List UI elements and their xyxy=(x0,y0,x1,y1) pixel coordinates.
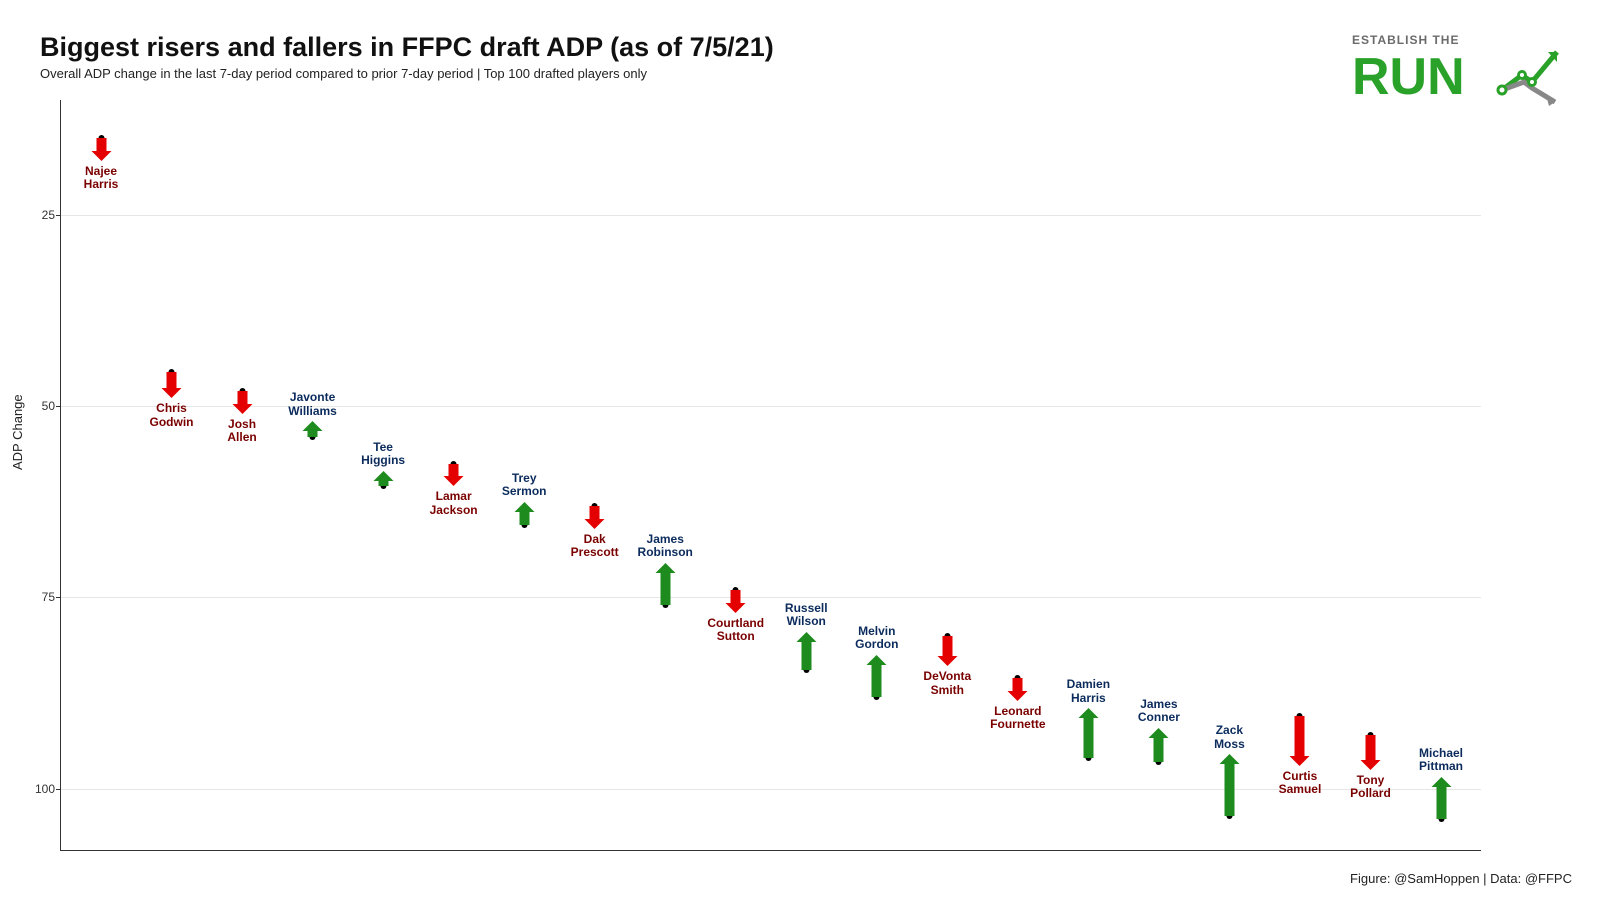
player-marker: Curtis Samuel xyxy=(1267,100,1332,850)
faller-arrow-body xyxy=(96,138,106,151)
logo-top-text: ESTABLISH THE xyxy=(1352,33,1459,47)
player-label: Tee Higgins xyxy=(343,441,423,467)
faller-arrow-body xyxy=(167,372,177,389)
player-label: Javonte Williams xyxy=(273,391,353,417)
logo-arrow-icon xyxy=(1498,52,1557,106)
player-marker: Chris Godwin xyxy=(139,100,204,850)
player-label: Melvin Gordon xyxy=(837,625,917,651)
player-label: DeVonta Smith xyxy=(907,670,987,696)
player-marker: Tee Higgins xyxy=(351,100,416,850)
player-marker: Zack Moss xyxy=(1197,100,1262,850)
chart-container: Biggest risers and fallers in FFPC draft… xyxy=(0,0,1600,900)
riser-arrow-head xyxy=(867,655,887,665)
player-marker: Michael Pittman xyxy=(1409,100,1474,850)
riser-arrow-head xyxy=(1149,728,1169,738)
etr-logo: ESTABLISH THE RUN xyxy=(1352,30,1562,110)
player-marker: Lamar Jackson xyxy=(421,100,486,850)
riser-arrow-body xyxy=(1154,738,1164,762)
player-label: Najee Harris xyxy=(61,165,141,191)
chart-title: Biggest risers and fallers in FFPC draft… xyxy=(40,32,774,63)
faller-arrow-body xyxy=(731,590,741,603)
riser-arrow-head xyxy=(1219,754,1239,764)
player-marker: Leonard Fournette xyxy=(985,100,1050,850)
player-label: Dak Prescott xyxy=(555,533,635,559)
faller-arrow-head xyxy=(1008,691,1028,701)
riser-arrow-head xyxy=(1078,708,1098,718)
player-marker: James Robinson xyxy=(633,100,698,850)
faller-arrow-body xyxy=(590,506,600,519)
player-label: Courtland Sutton xyxy=(696,617,776,643)
player-label: James Robinson xyxy=(625,533,705,559)
riser-arrow-body xyxy=(308,431,318,436)
faller-arrow-head xyxy=(937,656,957,666)
player-label: Trey Sermon xyxy=(484,472,564,498)
y-tick-label: 100 xyxy=(35,782,61,796)
y-tick-label: 25 xyxy=(42,208,61,222)
riser-arrow-body xyxy=(1224,764,1234,815)
faller-arrow-body xyxy=(237,391,247,404)
player-marker: Dak Prescott xyxy=(562,100,627,850)
faller-arrow-head xyxy=(585,519,605,529)
faller-arrow-head xyxy=(232,404,252,414)
riser-arrow-body xyxy=(378,481,388,486)
player-marker: Courtland Sutton xyxy=(703,100,768,850)
riser-arrow-body xyxy=(872,665,882,697)
riser-arrow-body xyxy=(801,642,811,670)
player-marker: Russell Wilson xyxy=(774,100,839,850)
plot-area: 255075100Najee HarrisChris GodwinJosh Al… xyxy=(60,100,1481,851)
player-marker: Tony Pollard xyxy=(1338,100,1403,850)
riser-arrow-head xyxy=(655,563,675,573)
player-label: Tony Pollard xyxy=(1330,774,1410,800)
faller-arrow-body xyxy=(1295,716,1305,756)
riser-arrow-body xyxy=(1083,718,1093,758)
riser-arrow-body xyxy=(519,512,529,525)
player-label: Zack Moss xyxy=(1189,724,1269,750)
faller-arrow-body xyxy=(1013,678,1023,691)
player-label: Lamar Jackson xyxy=(414,490,494,516)
faller-arrow-body xyxy=(449,464,459,477)
faller-arrow-head xyxy=(1360,760,1380,770)
player-marker: Trey Sermon xyxy=(492,100,557,850)
y-tick-label: 50 xyxy=(42,399,61,413)
player-label: Damien Harris xyxy=(1048,678,1128,704)
riser-arrow-head xyxy=(796,632,816,642)
player-label: James Conner xyxy=(1119,698,1199,724)
player-marker: Josh Allen xyxy=(210,100,275,850)
faller-arrow-head xyxy=(726,603,746,613)
y-axis-title: ADP Change xyxy=(10,394,25,470)
riser-arrow-head xyxy=(1431,777,1451,787)
riser-arrow-body xyxy=(660,573,670,605)
y-tick-label: 75 xyxy=(42,590,61,604)
player-label: Russell Wilson xyxy=(766,602,846,628)
faller-arrow-head xyxy=(444,476,464,486)
riser-arrow-head xyxy=(373,471,393,481)
faller-arrow-body xyxy=(942,636,952,657)
player-label: Curtis Samuel xyxy=(1260,770,1340,796)
riser-arrow-body xyxy=(1436,787,1446,819)
player-label: Michael Pittman xyxy=(1401,747,1481,773)
player-label: Leonard Fournette xyxy=(978,705,1058,731)
faller-arrow-head xyxy=(1290,756,1310,766)
faller-arrow-head xyxy=(91,151,111,161)
player-marker: Damien Harris xyxy=(1056,100,1121,850)
player-label: Chris Godwin xyxy=(132,402,212,428)
riser-arrow-head xyxy=(514,502,534,512)
faller-arrow-head xyxy=(162,388,182,398)
riser-arrow-head xyxy=(303,421,323,431)
player-marker: Melvin Gordon xyxy=(844,100,909,850)
player-marker: DeVonta Smith xyxy=(915,100,980,850)
player-label: Josh Allen xyxy=(202,418,282,444)
chart-credit: Figure: @SamHoppen | Data: @FFPC xyxy=(1350,871,1572,886)
faller-arrow-body xyxy=(1365,735,1375,759)
player-marker: James Conner xyxy=(1126,100,1191,850)
player-marker: Javonte Williams xyxy=(280,100,345,850)
chart-subtitle: Overall ADP change in the last 7-day per… xyxy=(40,66,647,81)
player-marker: Najee Harris xyxy=(69,100,134,850)
logo-main-text: RUN xyxy=(1352,48,1465,106)
